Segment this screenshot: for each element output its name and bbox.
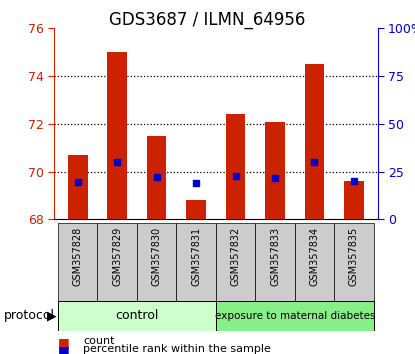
Bar xyxy=(58,301,216,331)
Bar xyxy=(265,121,285,219)
Bar xyxy=(68,155,88,219)
Text: GSM357828: GSM357828 xyxy=(73,227,83,286)
Text: GDS3687 / ILMN_64956: GDS3687 / ILMN_64956 xyxy=(109,11,306,29)
Text: exposure to maternal diabetes: exposure to maternal diabetes xyxy=(215,311,375,321)
Text: GSM357831: GSM357831 xyxy=(191,227,201,286)
Bar xyxy=(216,223,255,301)
Bar xyxy=(255,223,295,301)
Bar xyxy=(107,52,127,219)
Text: GSM357834: GSM357834 xyxy=(310,227,320,286)
Bar xyxy=(334,223,374,301)
Bar xyxy=(147,136,166,219)
Bar xyxy=(176,223,216,301)
Bar xyxy=(58,223,98,301)
Text: ■: ■ xyxy=(58,336,70,349)
Text: percentile rank within the sample: percentile rank within the sample xyxy=(83,344,271,354)
Text: control: control xyxy=(115,309,159,322)
Bar xyxy=(344,181,364,219)
Text: GSM357830: GSM357830 xyxy=(151,227,161,286)
Bar xyxy=(295,223,334,301)
Bar xyxy=(137,223,176,301)
Text: count: count xyxy=(83,336,115,346)
Text: ■: ■ xyxy=(58,344,70,354)
Bar xyxy=(305,64,325,219)
Bar xyxy=(98,223,137,301)
Text: ▶: ▶ xyxy=(47,309,57,322)
Text: protocol: protocol xyxy=(4,309,55,322)
Bar xyxy=(186,200,206,219)
Bar xyxy=(216,301,374,331)
Text: GSM357829: GSM357829 xyxy=(112,227,122,286)
Bar xyxy=(226,114,245,219)
Text: GSM357835: GSM357835 xyxy=(349,227,359,286)
Text: GSM357832: GSM357832 xyxy=(231,227,241,286)
Text: GSM357833: GSM357833 xyxy=(270,227,280,286)
